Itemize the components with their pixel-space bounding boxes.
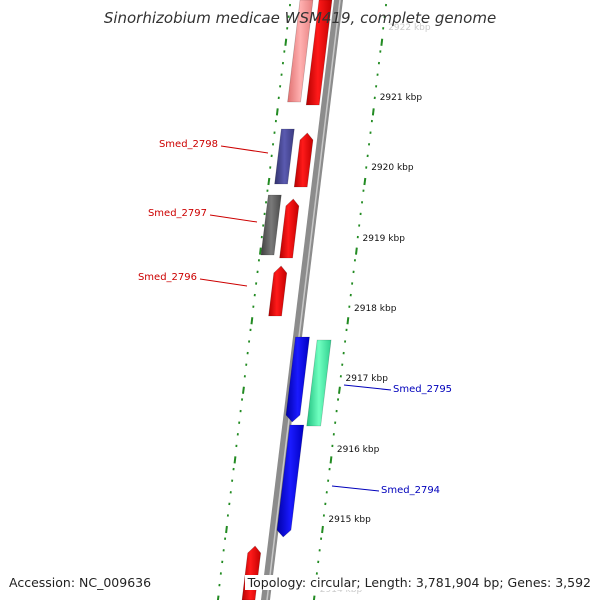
backbone-highlight [266,0,341,600]
gene-feature-smed-2794[interactable] [276,424,305,538]
kbp-label: 2919 kbp [363,234,406,244]
gene-label-leader [220,145,269,154]
gene-label[interactable]: Smed_2797 [148,208,207,219]
kbp-label: 2920 kbp [371,163,414,173]
tick-mark [329,456,333,464]
gene-feature-blue-1[interactable] [285,336,310,423]
page-title: Sinorhizobium medicae WSM419, complete g… [103,9,497,27]
tick-mark [216,595,220,600]
gene-feature-pink[interactable] [287,0,314,103]
tick-mark [259,247,262,255]
gene-feature-red-bottom[interactable] [241,545,262,600]
tick-mark [225,525,228,534]
gene-label[interactable]: Smed_2798 [159,139,218,150]
tick-mark [338,386,341,394]
gene-labels[interactable]: Smed_2798 Smed_2797 Smed_2796 Smed_2795 Smed… [138,139,452,496]
tick-mark [250,317,254,325]
gene-label-leader [343,384,392,391]
kbp-label: 2915 kbp [328,515,371,525]
tick-mark [321,525,324,534]
kbp-label: 2914 kbp [320,585,363,595]
gene-feature-smed-2795[interactable] [306,339,332,427]
tick-mark [355,247,358,255]
gene-feature-smed-2798[interactable] [293,132,314,188]
gene-label-leader [331,485,380,492]
tick-mark [312,595,316,600]
tick-mark [346,317,350,325]
gene-feature-smed-2796[interactable] [268,265,288,317]
tick-mark [284,38,288,46]
accession-text: Accession: NC_009636 [9,575,152,590]
tick-mark [371,108,375,116]
gene-label[interactable]: Smed_2795 [393,384,452,395]
kbp-label: 2917 kbp [346,374,389,384]
gene-label-leader [209,214,258,223]
tick-mark [380,38,384,46]
tick-mark [275,108,279,116]
gene-label[interactable]: Smed_2794 [381,485,440,496]
tick-mark [363,177,367,186]
topology-text: Topology: circular; Length: 3,781,904 bp… [244,575,591,590]
kbp-label: 2916 kbp [337,445,380,455]
gene-feature-smed-2798-minus[interactable] [274,128,295,185]
tick-mark [233,456,237,464]
gene-label-leader [199,278,248,287]
kbp-label: 2922 kbp [388,23,431,33]
gene-label[interactable]: Smed_2796 [138,272,197,283]
gene-feature-smed-2797[interactable] [279,198,300,259]
gene-feature-red[interactable] [305,0,333,106]
kbp-scale-labels: 2922 kbp 2921 kbp 2920 kbp 2919 kbp 2918 kbp… [320,23,431,595]
kbp-label: 2921 kbp [380,93,423,103]
tick-mark [242,386,245,394]
gene-feature-smed-2797-minus[interactable] [260,194,282,256]
gene-features [241,0,333,600]
kbp-label: 2918 kbp [354,304,397,314]
tick-mark [267,177,271,186]
